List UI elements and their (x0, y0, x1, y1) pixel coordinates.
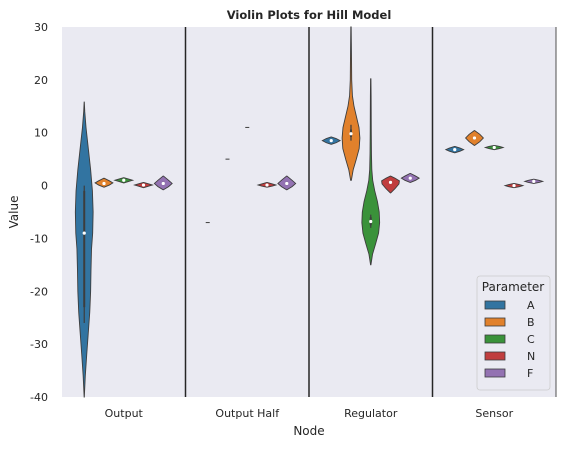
y-tick-label: 10 (34, 127, 48, 140)
y-tick-label: -10 (30, 232, 48, 245)
legend-swatch (484, 368, 506, 378)
violin-median (82, 231, 86, 235)
legend-swatch (484, 317, 506, 327)
y-tick-label: 0 (41, 180, 48, 193)
category-separators (184, 27, 557, 397)
x-tick-label: Output (105, 407, 144, 420)
legend-swatch (484, 334, 506, 344)
legend-label: B (527, 316, 535, 329)
x-tick-label: Output Half (215, 407, 280, 420)
violin-median (369, 219, 373, 224)
violin-median (532, 179, 536, 183)
x-tick-label: Regulator (344, 407, 398, 420)
legend-swatch (484, 351, 506, 361)
legend-label: C (527, 333, 535, 346)
y-axis-ticks: -40 -30 -20 -10 0 10 20 30 (30, 21, 48, 404)
violin-median (122, 178, 126, 182)
y-tick-label: -30 (30, 338, 48, 351)
violin-median (349, 132, 353, 136)
y-tick-label: -20 (30, 285, 48, 298)
y-axis-label: Value (7, 196, 21, 229)
chart-title: Violin Plots for Hill Model (227, 8, 392, 22)
x-axis-ticks: Output Output Half Regulator Sensor (105, 407, 514, 420)
violin-median (102, 181, 106, 186)
violin-median (453, 148, 457, 152)
violin-median (265, 183, 269, 187)
violin-median (161, 181, 165, 186)
violin-iqr-box (83, 190, 86, 308)
legend-label: F (527, 367, 533, 380)
violin-median (141, 183, 146, 187)
y-tick-label: -40 (30, 391, 48, 404)
x-tick-label: Sensor (475, 407, 513, 420)
legend-label: A (527, 299, 535, 312)
violin-median (408, 176, 412, 180)
violin-median (492, 145, 496, 150)
y-tick-label: 30 (34, 21, 48, 34)
violin-median (472, 136, 477, 140)
legend-label: N (527, 350, 535, 363)
legend-swatch (484, 300, 506, 310)
y-tick-label: 20 (34, 74, 48, 87)
legend-title: Parameter (482, 280, 544, 294)
violin-median (388, 180, 393, 184)
violin-body (361, 78, 381, 266)
violin-median (329, 139, 333, 143)
x-axis-label: Node (293, 424, 324, 438)
violin-median (285, 181, 289, 186)
violins (74, 26, 545, 398)
violin-median (512, 183, 516, 188)
violin-body (341, 26, 361, 181)
violin-body (381, 175, 400, 194)
